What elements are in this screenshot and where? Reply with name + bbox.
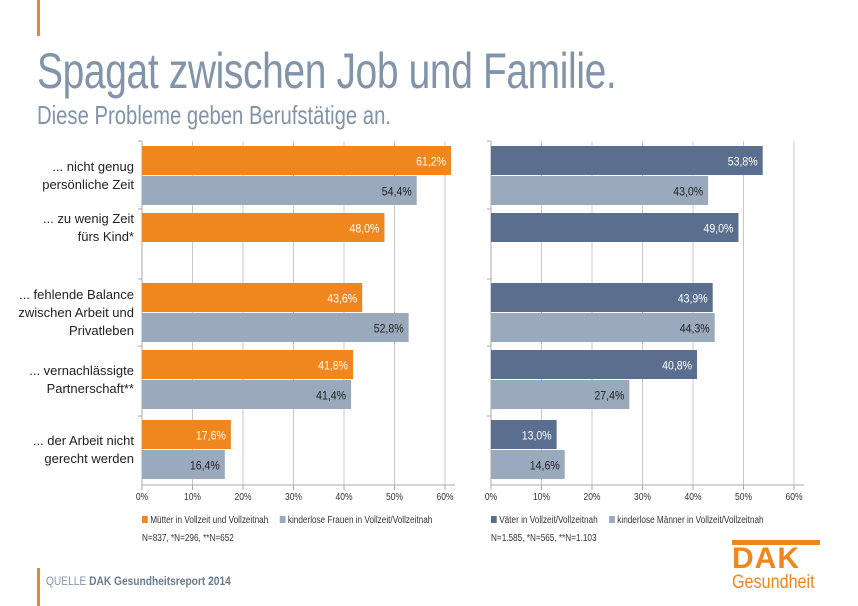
x-tick-label: 30%: [634, 491, 651, 502]
data-label: 54,4%: [382, 186, 412, 199]
category-label-line: ... nicht genug: [52, 158, 134, 174]
data-label: 17,6%: [196, 430, 226, 443]
bar: [491, 450, 565, 479]
data-label: 13,0%: [522, 430, 552, 443]
dak-logo: DAK Gesundheit: [732, 540, 829, 593]
category-label: ... zu wenig Zeit fürs Kind*: [43, 210, 134, 246]
legend-label: Mütter in Vollzeit und Vollzeitnah: [150, 515, 269, 526]
bar: [491, 380, 630, 409]
data-label: 14,6%: [530, 460, 560, 473]
x-tick-label: 20%: [235, 491, 252, 502]
sample-note-left: N=837, *N=296, **N=652: [142, 533, 234, 544]
data-label: 44,3%: [680, 323, 710, 336]
category-label-line: ... zu wenig Zeit: [42, 210, 134, 226]
source-text: DAK Gesundheitsreport 2014: [89, 574, 231, 588]
bar: [142, 350, 354, 379]
data-label: 53,8%: [728, 156, 758, 169]
category-label-line: gerecht werden: [44, 450, 134, 466]
legend-swatch-gray: [279, 516, 286, 523]
x-tick-label: 0%: [485, 491, 497, 502]
x-tick-label: 10%: [533, 491, 550, 502]
legend-left: Mütter in Vollzeit und Vollzeitnah kinde…: [142, 515, 432, 526]
bar: [491, 350, 698, 379]
bar: [142, 176, 417, 205]
category-label-line: fürs Kind*: [77, 228, 134, 244]
x-tick-label: 0%: [136, 491, 148, 502]
legend-right: Väter in Vollzeit/Vollzeitnah kinderlose…: [491, 515, 764, 526]
bar: [142, 146, 452, 175]
x-tick-label: 20%: [584, 491, 601, 502]
x-tick-label: 10%: [184, 491, 201, 502]
legend-swatch-blue: [491, 516, 497, 523]
data-label: 43,9%: [678, 293, 708, 306]
category-label-line: ... vernachlässigte: [29, 362, 134, 378]
legend-swatch-orange: [142, 516, 148, 523]
data-label: 27,4%: [594, 390, 624, 403]
data-label: 41,4%: [316, 390, 346, 403]
data-label: 61,2%: [416, 156, 446, 169]
data-label: 48,0%: [349, 223, 379, 236]
bar: [491, 283, 713, 312]
bar: [491, 146, 763, 175]
page-subtitle: Diese Probleme geben Berufstätige an.: [37, 100, 391, 130]
x-tick-label: 30%: [285, 491, 302, 502]
x-tick-label: 50%: [386, 491, 403, 502]
bar: [142, 420, 231, 449]
source-prefix: QUELLE: [46, 574, 87, 588]
bar: [142, 213, 385, 242]
bar: [491, 420, 557, 449]
accent-line-bottom: [37, 568, 40, 606]
category-label-line: ... fehlende Balance: [19, 286, 134, 302]
legend-label: kinderlose Frauen in Vollzeit/Vollzeitna…: [287, 515, 433, 526]
data-label: 41,8%: [318, 360, 348, 373]
bar: [142, 283, 363, 312]
bar: [142, 313, 409, 342]
x-tick-label: 60%: [786, 491, 803, 502]
x-tick-label: 40%: [685, 491, 702, 502]
data-label: 43,0%: [673, 186, 703, 199]
legend-label: kinderlose Männer in Vollzeit/Vollzeitna…: [617, 515, 764, 526]
source-note: QUELLE DAK Gesundheitsreport 2014: [46, 574, 231, 588]
bar: [491, 213, 739, 242]
bar: [491, 313, 715, 342]
page-title: Spagat zwischen Job und Familie.: [37, 43, 617, 99]
sample-note-right: N=1.585, *N=565, **N=1.103: [491, 533, 597, 544]
category-label: ... vernachlässigte Partnerschaft**: [29, 362, 134, 398]
legend-label: Väter in Vollzeit/Vollzeitnah: [499, 515, 598, 526]
logo-sub: Gesundheit: [732, 572, 815, 593]
x-tick-label: 60%: [437, 491, 454, 502]
category-label-line: zwischen Arbeit und: [18, 304, 134, 320]
category-label: ... fehlende Balance zwischen Arbeit und P…: [18, 286, 134, 340]
data-label: 43,6%: [327, 293, 357, 306]
category-label-line: ... der Arbeit nicht: [32, 432, 134, 448]
accent-line-top: [37, 0, 40, 36]
legend-swatch-gray: [609, 516, 615, 523]
bar: [142, 380, 352, 409]
data-label: 40,8%: [662, 360, 692, 373]
x-tick-label: 50%: [735, 491, 752, 502]
category-label: ... nicht genug persönliche Zeit: [42, 158, 134, 194]
category-label-line: persönliche Zeit: [42, 176, 134, 192]
bar: [142, 450, 225, 479]
category-label-line: Partnerschaft**: [46, 380, 134, 396]
category-label-line: Privatleben: [68, 322, 134, 338]
data-label: 52,8%: [374, 323, 404, 336]
category-label: ... der Arbeit nicht gerecht werden: [33, 432, 134, 468]
x-tick-label: 40%: [336, 491, 353, 502]
data-label: 16,4%: [190, 460, 220, 473]
bar: [491, 176, 709, 205]
logo-brand: DAK: [732, 542, 800, 575]
data-label: 49,0%: [704, 223, 734, 236]
